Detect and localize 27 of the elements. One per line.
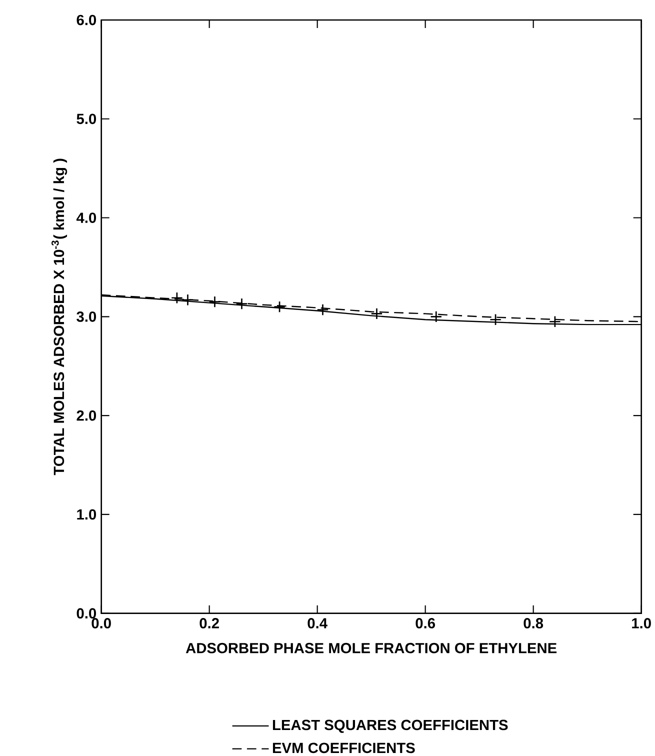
point xyxy=(430,310,442,323)
x-tick-label: 1.0 xyxy=(632,618,652,628)
y-tick-label: 1.0 xyxy=(77,509,96,520)
y-tick-label: 6.0 xyxy=(76,14,96,26)
legend-label: EVM COEFFICIENTS xyxy=(273,742,415,754)
point xyxy=(182,294,194,306)
y-tick-label: 3.0 xyxy=(76,311,96,322)
x-tick-label: 0.0 xyxy=(92,618,112,628)
point xyxy=(236,298,248,310)
point xyxy=(316,304,329,316)
y-tick-label: 2.0 xyxy=(76,410,96,421)
y-tick-label: 0.0 xyxy=(76,608,96,619)
point xyxy=(490,314,502,326)
y-tick-label: 5.0 xyxy=(76,114,96,124)
legend-label: LEAST SQUARES COEFFICIENTS xyxy=(273,720,508,733)
x-tick-label: 0.4 xyxy=(308,618,328,628)
x-tick-label: 0.8 xyxy=(524,618,544,628)
point xyxy=(171,292,184,304)
x-axis-title: ADSORBED PHASE MOLE FRACTION OF ETHYLENE xyxy=(186,642,557,654)
point xyxy=(274,300,286,313)
point xyxy=(208,296,221,308)
y-axis-title: TOTAL MOLES ADSORBED X 10$^{-3}$( kmol / kg ) xyxy=(52,158,68,476)
point xyxy=(370,308,383,320)
point xyxy=(549,316,562,328)
y-tick-label: 4.0 xyxy=(76,212,96,223)
x-tick-label: 0.6 xyxy=(416,618,436,628)
x-tick-label: 0.2 xyxy=(200,618,220,628)
